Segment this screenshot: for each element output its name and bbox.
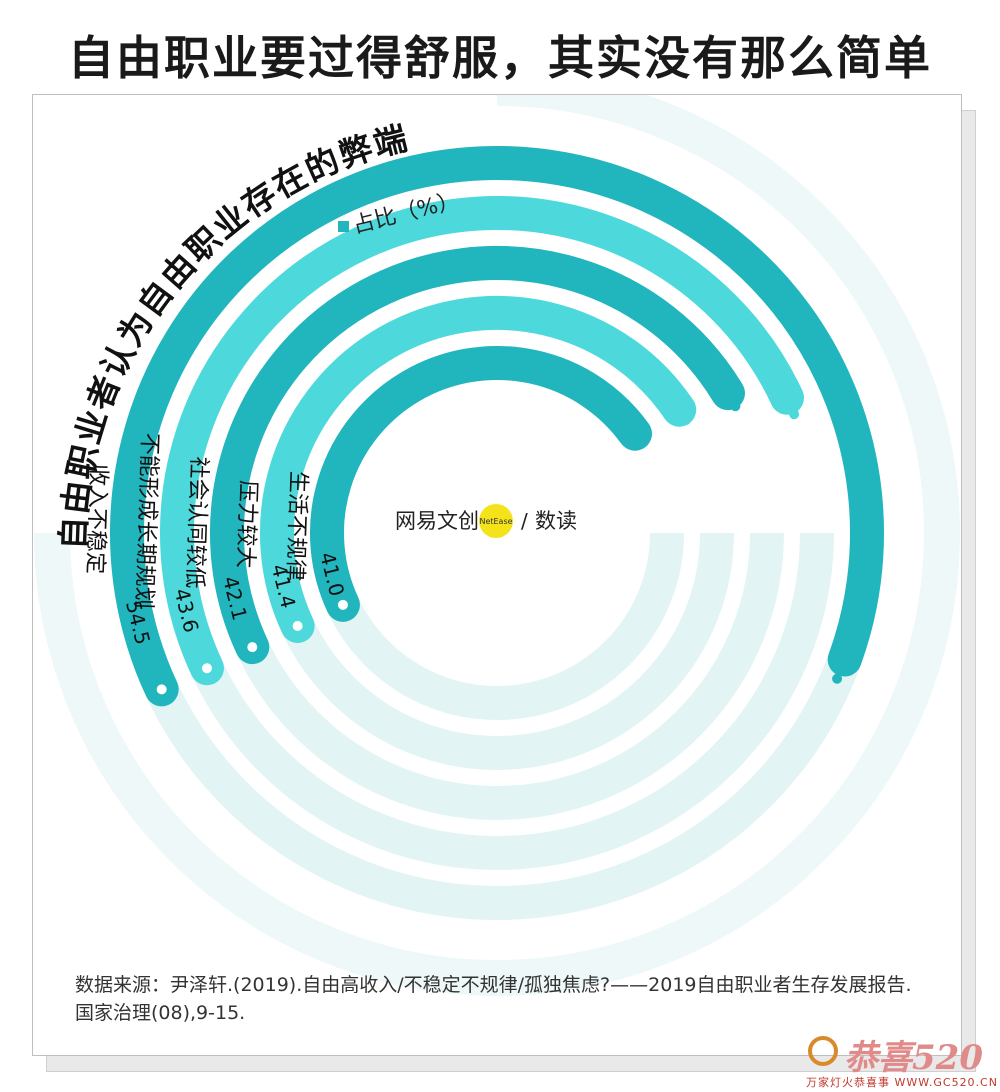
track-ring: [160, 533, 834, 870]
bar-arc: [210, 246, 745, 665]
watermark-text: 恭喜520: [844, 1038, 983, 1078]
watermark-subtext: 万家灯火恭喜事 WWW.GC520.CN: [806, 1076, 998, 1089]
bar-layer: [110, 146, 884, 707]
bar-arc: [310, 346, 652, 622]
category-label: 收入不稳定: [82, 464, 111, 575]
bar-end-dot: [832, 673, 843, 684]
bar-start-dot: [337, 599, 348, 610]
watermark-logo-icon: [808, 1036, 838, 1066]
bar-arc: [160, 196, 805, 686]
category-label: 压力较大: [232, 480, 260, 569]
bar-end-dot: [635, 436, 646, 447]
bar-start-dot: [201, 663, 212, 674]
track-ring: [110, 533, 884, 920]
category-label: 生活不规律: [282, 471, 311, 582]
legend-swatch: [338, 221, 349, 232]
track-ring: [310, 533, 684, 720]
brand-slash: /: [521, 509, 528, 533]
bar-start-dot: [292, 620, 303, 631]
track-ring: [210, 533, 784, 820]
source-note: 数据来源：尹泽轩.(2019).自由高收入/不稳定不规律/孤独焦虑?——2019…: [75, 974, 912, 1024]
bar-arc: [110, 146, 884, 707]
bar-end-dot: [730, 401, 741, 412]
category-label: 不能形成长期规划: [131, 432, 162, 609]
bar-start-dot: [247, 642, 258, 653]
brand-name: 网易文创: [395, 509, 479, 533]
bar-end-dot: [789, 409, 800, 420]
page-title: 自由职业要过得舒服，其实没有那么简单: [68, 31, 932, 85]
bar-end-dot: [680, 415, 691, 426]
watermark: 恭喜520 万家灯火恭喜事 WWW.GC520.CN: [770, 1030, 998, 1090]
chart-card: 54.5 收入不稳定 43.6 不能形成长期规划 42.1 社会认同较低 41.4 压力较大 4…: [32, 94, 962, 1056]
bar-arc: [259, 296, 697, 643]
category-label: 社会认同较低: [181, 456, 211, 589]
track-ring: [260, 533, 734, 770]
bar-start-dot: [156, 684, 167, 695]
brand-badge: [479, 504, 513, 538]
brand-badge-text: NetEase: [479, 517, 512, 526]
brand-logo: 网易文创 NetEase / 数读: [395, 504, 577, 538]
track-layer: [110, 533, 884, 920]
brand-product: 数读: [535, 509, 577, 533]
